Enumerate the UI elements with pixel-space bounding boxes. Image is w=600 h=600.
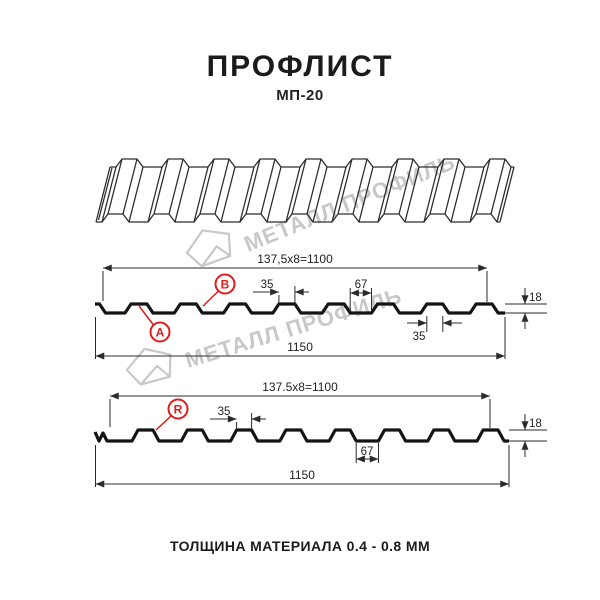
material-thickness-note: ТОЛЩИНА МАТЕРИАЛА 0.4 - 0.8 ММ xyxy=(169,538,431,554)
dim-ext-lines xyxy=(509,429,547,442)
dim-width-formula-r: 137.5x8=1100 xyxy=(262,380,338,394)
label-b-marker xyxy=(214,273,236,295)
dim-valley-width-r: 67 xyxy=(361,446,374,458)
profile-3d-far-edge xyxy=(110,158,514,168)
dim-width-formula-a: 137,5x8=1100 xyxy=(257,252,333,266)
page-subtitle: МП-20 xyxy=(276,87,324,104)
section-r-drawing: 137.5x8=1100 R 35 18 67 xyxy=(93,380,547,488)
profile-3d-view xyxy=(95,158,515,223)
dim-height-r: 18 xyxy=(529,418,542,430)
dim-ext-lines xyxy=(349,288,372,311)
dim-height-a: 18 xyxy=(529,292,542,304)
label-r-text: R xyxy=(174,403,183,417)
section-r-profile xyxy=(93,428,509,443)
label-r-marker xyxy=(167,398,189,420)
label-a-text: A xyxy=(156,326,165,340)
dim-crest-width-r: 35 xyxy=(218,406,231,418)
label-b-text: B xyxy=(221,278,230,292)
label-a-leader xyxy=(138,305,155,326)
profile-3d-rib-lines xyxy=(95,158,515,223)
dim-ext-lines xyxy=(95,317,506,359)
dim-ext-lines xyxy=(102,271,488,302)
dim-ext-lines xyxy=(95,445,510,487)
dim-crest-width-bottom-a: 35 xyxy=(413,331,426,343)
dim-crest-width-a: 35 xyxy=(261,279,274,291)
dim-overall-width-a: 1150 xyxy=(287,340,313,354)
metal-profil-logo-icon xyxy=(185,229,232,268)
profile-3d-near-edge xyxy=(96,213,500,223)
section-a-profile xyxy=(95,302,505,315)
metal-profil-logo-icon xyxy=(125,347,172,386)
label-b-leader xyxy=(202,290,220,307)
dim-ext-lines xyxy=(355,443,379,463)
label-a-marker xyxy=(149,321,171,343)
dim-valley-width-a: 67 xyxy=(355,279,368,291)
section-a-drawing: 137,5x8=1100 B A 35 67 1 xyxy=(95,252,547,360)
dim-ext-lines xyxy=(426,316,444,332)
dim-ext-lines xyxy=(505,303,547,314)
dim-ext-lines xyxy=(109,399,491,428)
dim-overall-width-r: 1150 xyxy=(289,468,315,482)
page-title: ПРОФЛИСТ xyxy=(206,50,394,83)
label-r-leader xyxy=(155,414,173,431)
